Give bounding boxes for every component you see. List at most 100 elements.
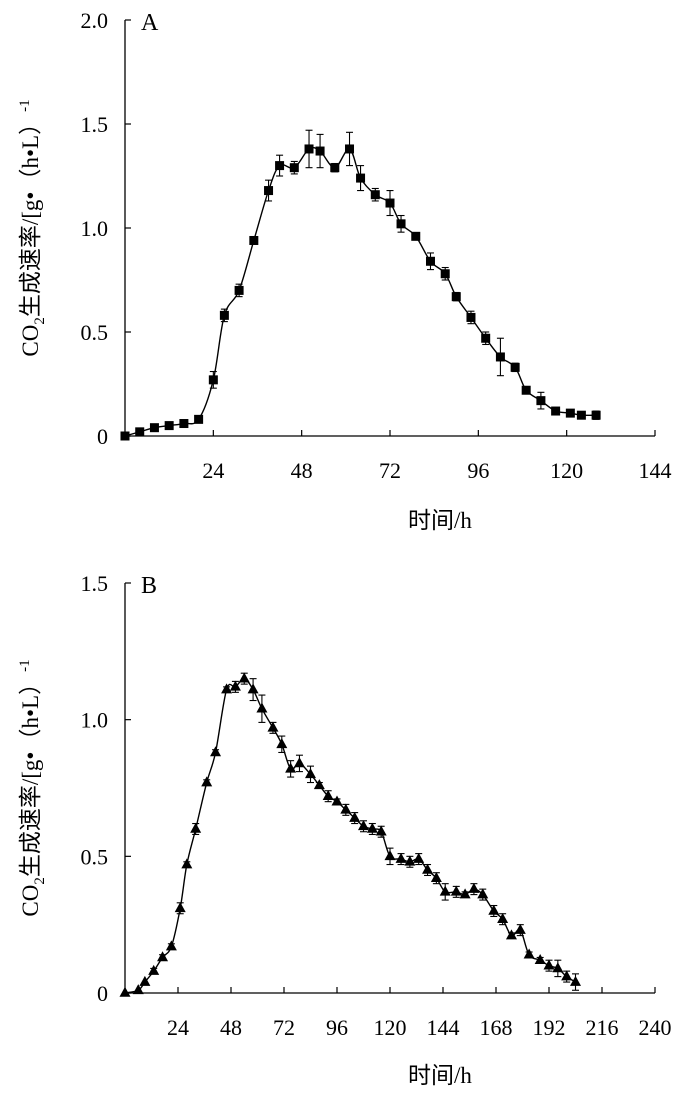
y-tick-label: 0.5 xyxy=(81,320,109,345)
data-point xyxy=(552,962,564,973)
data-point xyxy=(315,146,325,156)
x-tick-label: 120 xyxy=(550,458,583,483)
data-point xyxy=(375,825,387,836)
data-point xyxy=(157,951,169,962)
data-point xyxy=(366,822,378,833)
panel-label: B xyxy=(141,573,157,599)
data-point xyxy=(194,414,204,424)
x-axis-title: 时间/h xyxy=(408,1063,472,1088)
data-point xyxy=(119,986,131,997)
data-point xyxy=(229,680,241,691)
x-tick-label: 96 xyxy=(467,458,489,483)
data-point xyxy=(174,902,186,913)
chart-panel-a: 0 0.5 1.0 1.5 2.0 24 48 72 96 120 144 A 时间/h CO2生成速率/… xyxy=(17,8,672,533)
data-point xyxy=(149,423,159,433)
data-point xyxy=(148,964,160,975)
data-point xyxy=(451,292,461,302)
data-point xyxy=(430,872,442,882)
y-axis-title: CO2生成速率/[g•（h•L）-1 xyxy=(17,99,48,356)
x-tick-label: 192 xyxy=(533,1015,566,1040)
data-point xyxy=(358,820,369,831)
data-point xyxy=(450,885,462,896)
data-point xyxy=(521,385,531,395)
data-point xyxy=(523,948,535,959)
x-tick-label: 72 xyxy=(379,458,401,483)
y-tick-label: 0 xyxy=(97,981,108,1006)
x-tick-label: 24 xyxy=(202,458,224,483)
y-axis-title: CO2生成速率/[g•（h•L）-1 xyxy=(17,659,48,916)
data-point xyxy=(534,954,546,964)
data-point xyxy=(164,421,174,431)
data-point xyxy=(165,940,177,951)
data-point xyxy=(570,975,581,986)
data-point xyxy=(221,683,233,694)
data-point xyxy=(510,362,520,372)
data-point xyxy=(495,352,505,362)
y-tick-label: 1.5 xyxy=(81,112,109,137)
data-point xyxy=(497,913,509,923)
data-point xyxy=(411,231,421,241)
data-point xyxy=(249,235,259,245)
data-point xyxy=(404,855,416,866)
x-tick-label: 144 xyxy=(427,1015,460,1040)
x-tick-label: 216 xyxy=(586,1015,619,1040)
data-point xyxy=(466,312,476,322)
x-tick-label: 48 xyxy=(291,458,313,483)
data-point xyxy=(234,285,244,295)
x-tick-label: 144 xyxy=(639,458,672,483)
data-point xyxy=(264,186,274,196)
data-point xyxy=(440,269,450,279)
data-point xyxy=(349,811,361,822)
x-tick-label: 240 xyxy=(639,1015,672,1040)
series-line xyxy=(124,677,576,994)
data-point xyxy=(370,190,380,200)
data-point xyxy=(219,310,229,320)
data-point xyxy=(385,198,395,208)
data-point xyxy=(561,970,573,981)
data-point xyxy=(356,173,366,183)
data-point xyxy=(395,852,407,863)
data-point xyxy=(247,683,259,694)
data-point xyxy=(304,144,314,154)
data-point xyxy=(305,768,316,779)
data-point xyxy=(345,144,355,154)
chart-panel-b: 0 0.5 1.0 1.5 24 48 72 96 120 144 168 192 216 240 B 时间/… xyxy=(17,571,672,1088)
data-point xyxy=(413,852,425,863)
data-point xyxy=(331,795,343,806)
data-point xyxy=(313,779,325,790)
data-point xyxy=(208,375,218,385)
data-point xyxy=(276,738,288,749)
data-point xyxy=(514,923,526,934)
data-point xyxy=(289,163,299,173)
data-point xyxy=(576,410,586,420)
data-point xyxy=(396,219,406,229)
data-point xyxy=(488,904,500,915)
data-point xyxy=(275,161,285,171)
y-tick-label: 0.5 xyxy=(81,844,109,869)
data-point xyxy=(285,762,297,773)
data-point xyxy=(543,959,555,970)
y-tick-label: 2.0 xyxy=(81,8,109,33)
x-tick-label: 72 xyxy=(273,1015,295,1040)
x-tick-label: 96 xyxy=(326,1015,348,1040)
data-point xyxy=(439,885,451,896)
data-point xyxy=(330,163,340,173)
data-point xyxy=(425,256,435,266)
data-point xyxy=(422,863,434,874)
data-point xyxy=(293,757,305,768)
data-point xyxy=(459,888,471,899)
y-tick-label: 0 xyxy=(97,424,108,449)
x-axis-title: 时间/h xyxy=(408,508,472,533)
data-point xyxy=(256,702,268,713)
data-point xyxy=(179,419,189,429)
data-point xyxy=(384,850,396,861)
data-point xyxy=(340,803,352,814)
data-point xyxy=(468,882,480,893)
x-tick-label: 120 xyxy=(374,1015,407,1040)
data-point xyxy=(551,406,561,416)
data-point xyxy=(505,929,517,940)
data-point xyxy=(565,408,575,418)
data-point xyxy=(181,858,193,869)
data-point xyxy=(322,790,334,800)
